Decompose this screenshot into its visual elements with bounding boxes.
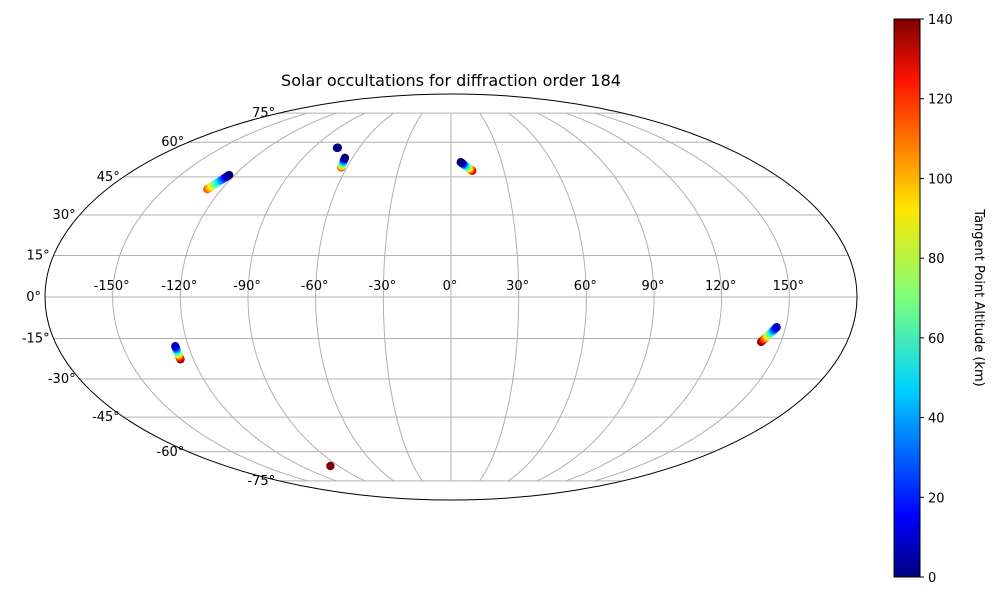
colorbar-tick-label: 100 xyxy=(928,172,953,187)
occultation-point xyxy=(224,170,234,180)
meridian-line xyxy=(247,112,366,482)
colorbar-tick-label: 20 xyxy=(928,491,945,506)
colorbar-tick-label: 0 xyxy=(928,571,936,586)
meridian-line xyxy=(479,112,520,482)
longitude-tick-label: 30° xyxy=(506,279,529,294)
colorbar-label: Tangent Point Altitude (km) xyxy=(971,208,986,386)
colorbar-tick-label: 140 xyxy=(928,13,953,28)
longitude-tick-label: -150° xyxy=(94,279,130,294)
longitude-tick-label: 150° xyxy=(773,279,804,294)
colorbar-tick-label: 40 xyxy=(928,412,945,427)
colorbar-tick-label: 120 xyxy=(928,93,953,108)
colorbar-ticks: 0 20 40 60 80 100 120 140 xyxy=(920,13,953,586)
meridian-line xyxy=(594,112,790,482)
meridian-line xyxy=(179,112,337,482)
latitude-tick-label: 60° xyxy=(161,135,184,150)
graticule-grid xyxy=(45,112,857,482)
occultation-point xyxy=(333,143,343,152)
meridian-line xyxy=(112,112,308,482)
latitude-tick-label: -15° xyxy=(22,332,50,347)
latitude-tick-label: 15° xyxy=(27,248,50,263)
colorbar-tick-label: 80 xyxy=(928,252,945,267)
occultation-point xyxy=(326,461,335,471)
meridian-line xyxy=(315,112,395,482)
occultation-point xyxy=(772,323,781,332)
longitude-tick-label: 0° xyxy=(443,279,458,294)
longitude-tick-label: -90° xyxy=(233,279,261,294)
meridian-line xyxy=(507,112,587,482)
latitude-tick-label: 45° xyxy=(97,170,120,185)
latitude-tick-label: -75° xyxy=(247,474,275,489)
latitude-tick-label: -30° xyxy=(48,372,76,387)
colorbar-tick-label: 60 xyxy=(928,332,945,347)
latitude-tick-label: 30° xyxy=(53,208,76,223)
longitude-tick-label: -120° xyxy=(161,279,197,294)
meridian-line xyxy=(382,112,423,482)
longitude-tick-label: -30° xyxy=(368,279,396,294)
occultation-points xyxy=(171,143,781,471)
chart-title: Solar occultations for diffraction order… xyxy=(281,71,621,90)
longitude-tick-label: 60° xyxy=(574,279,597,294)
meridian-line xyxy=(536,112,655,482)
occultation-point xyxy=(456,158,465,167)
meridian-line xyxy=(565,112,723,482)
colorbar-gradient xyxy=(893,18,921,578)
longitude-tick-label: -60° xyxy=(301,279,329,294)
latitude-tick-label: 75° xyxy=(252,106,275,121)
latitude-tick-labels: 75° 60° 45° 30° 15° 0° -15° -30° -45° -60° -75° xyxy=(22,106,275,489)
occultation-point xyxy=(340,153,350,163)
latitude-tick-label: -60° xyxy=(157,445,185,460)
colorbar: 0 20 40 60 80 100 120 140 Tangent Point Altitud… xyxy=(893,13,986,586)
latitude-tick-label: 0° xyxy=(26,290,41,305)
longitude-tick-label: 90° xyxy=(641,279,664,294)
longitude-tick-labels: -150° -120° -90° -60° -30° 0° 30° 60° 90° 120° 150… xyxy=(94,279,804,294)
map-outline xyxy=(44,93,858,501)
longitude-tick-label: 120° xyxy=(705,279,736,294)
occultation-point xyxy=(171,342,180,351)
latitude-tick-label: -45° xyxy=(92,410,120,425)
